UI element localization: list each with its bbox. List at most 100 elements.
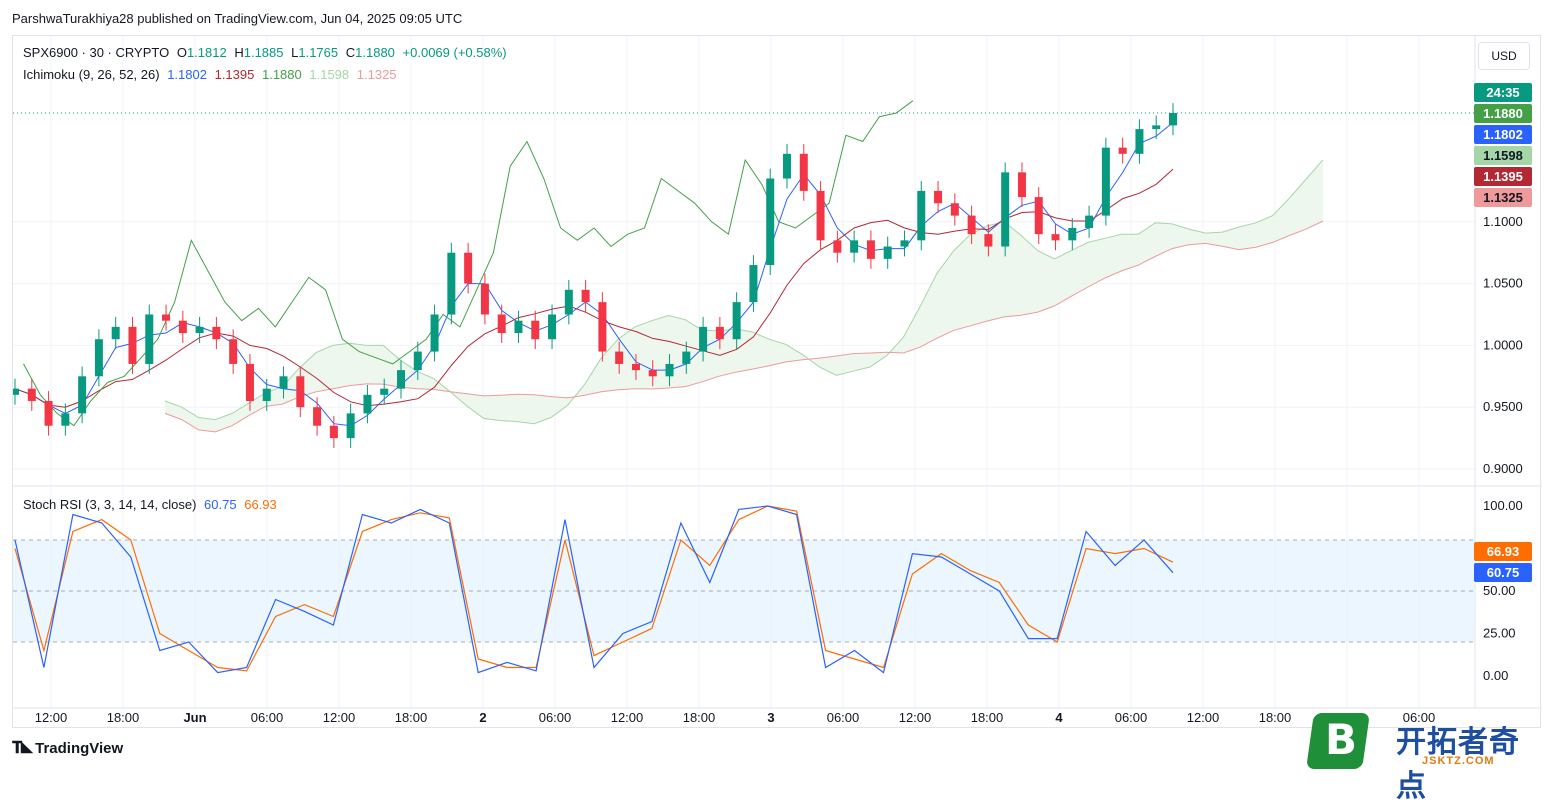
ichimoku-base-line: [14, 168, 1174, 408]
watermark-domain: JSKTZ.COM: [1422, 755, 1495, 767]
candle-body: [816, 190, 825, 241]
stoch-rsi-pane: [13, 505, 1475, 674]
price-tick-label: 1.0000: [1483, 337, 1523, 352]
candle-body: [833, 240, 842, 253]
tradingview-brand: TradingView: [35, 740, 124, 757]
candle-body: [1085, 215, 1094, 228]
ichimoku-label: Ichimoku (9, 26, 52, 26): [23, 67, 160, 82]
candle-body: [934, 190, 943, 204]
candle-body: [78, 376, 87, 414]
conversion-tag: 1.1802: [1474, 125, 1532, 144]
candle-body: [783, 153, 791, 179]
candle-body: [94, 339, 103, 377]
watermark: B 开拓者奇点 JSKTZ.COM: [1306, 713, 1550, 804]
candle-body: [1051, 234, 1060, 241]
price-tick-label: 0.9000: [1483, 461, 1523, 476]
candle-body: [413, 351, 422, 371]
currency-button[interactable]: USD: [1478, 42, 1530, 70]
open-value: 1.1812: [186, 45, 227, 60]
tradingview-logo[interactable]: 𝐓◣ TradingView: [12, 740, 123, 758]
candle-body: [866, 240, 875, 259]
candle-body: [245, 363, 254, 402]
candle-body: [615, 351, 624, 364]
time-tick-label: 18:00: [107, 710, 140, 725]
candle-body: [883, 246, 892, 259]
stoch-tick-label: 100.00: [1483, 498, 1523, 513]
time-tick-label: 06:00: [827, 710, 860, 725]
candle-body: [900, 240, 909, 247]
chart-canvas[interactable]: 1.10001.05001.00000.95000.9000100.0075.0…: [13, 36, 1542, 729]
candle-body: [715, 326, 724, 340]
close-value: 1.1880: [355, 45, 395, 60]
candle-body: [13, 388, 19, 395]
time-tick-label: 12:00: [35, 710, 68, 725]
candle-body: [296, 376, 305, 408]
price-tick-label: 1.1000: [1483, 214, 1523, 229]
candle-body: [464, 252, 473, 284]
candle-body: [766, 178, 775, 266]
candle-body: [363, 394, 372, 414]
ichimoku-span-b-value: 1.1325: [356, 67, 397, 82]
candle-body: [111, 326, 120, 340]
stoch-tick-label: 25.00: [1483, 626, 1516, 641]
candlestick-series: [13, 103, 1475, 448]
time-tick-label: 18:00: [971, 710, 1004, 725]
stoch-legend: Stoch RSI (3, 3, 14, 14, close) 60.75 66…: [23, 497, 281, 512]
stoch-label: Stoch RSI (3, 3, 14, 14, close): [23, 497, 197, 512]
time-tick-label: 18:00: [683, 710, 716, 725]
change-value: +0.0069 (+0.58%): [402, 45, 507, 60]
countdown-tag: 24:35: [1474, 83, 1532, 102]
candle-body: [262, 388, 271, 402]
ichimoku-lagging-value: 1.1880: [261, 67, 302, 82]
candle-body: [229, 339, 238, 364]
candle-body: [212, 326, 221, 340]
candle-body: [699, 326, 708, 352]
time-tick-label: 2: [479, 710, 486, 725]
price-tick-label: 0.9500: [1483, 399, 1523, 414]
open-label: O: [176, 45, 187, 60]
candle-body: [950, 203, 959, 216]
candle-body: [313, 407, 322, 426]
candle-body: [61, 413, 70, 426]
candle-body: [380, 388, 389, 395]
span-b-tag: 1.1325: [1474, 188, 1532, 207]
candle-body: [514, 320, 523, 334]
candle-body: [732, 302, 741, 340]
candle-body: [1001, 172, 1010, 247]
time-tick-label: 06:00: [539, 710, 572, 725]
ichimoku-span-a: [164, 159, 1324, 425]
candle-body: [279, 376, 288, 389]
candle-body: [1169, 113, 1177, 126]
time-tick-label: 12:00: [611, 710, 644, 725]
stoch-tick-label: 50.00: [1483, 583, 1516, 598]
candle-body: [548, 314, 557, 340]
time-tick-label: 06:00: [1115, 710, 1148, 725]
candle-body: [329, 425, 338, 439]
stoch-d-value: 66.93: [244, 497, 277, 512]
candle-body: [984, 234, 993, 247]
time-axis: 12:00 18:00 Jun 06:00 12:00 18:00 2 06:00 12:00 1…: [35, 710, 1436, 725]
candle-body: [430, 314, 439, 352]
candle-body: [128, 326, 137, 364]
time-tick-label: 18:00: [395, 710, 428, 725]
watermark-letter: B: [1325, 715, 1358, 764]
stoch-d-tag: 66.93: [1474, 542, 1532, 561]
candle-body: [44, 401, 53, 426]
candle-body: [1118, 147, 1127, 154]
close-label: C: [345, 45, 356, 60]
ichimoku-conversion-line: [14, 122, 1174, 427]
time-tick-label: 12:00: [323, 710, 356, 725]
stoch-k-line: [14, 505, 1174, 674]
candle-body: [581, 289, 590, 303]
candle-body: [480, 283, 489, 315]
ichimoku-span-a-value: 1.1598: [309, 67, 350, 82]
chart-frame[interactable]: 1.10001.05001.00000.95000.9000100.0075.0…: [12, 35, 1542, 729]
time-tick-label: 06:00: [1403, 710, 1436, 725]
high-value: 1.1885: [243, 45, 284, 60]
ichimoku-cloud: [164, 159, 1324, 433]
time-tick-label: 12:00: [1187, 710, 1220, 725]
candle-body: [967, 215, 976, 235]
candle-body: [178, 320, 187, 334]
ichimoku-lagging-line: [23, 100, 914, 427]
candle-body: [162, 314, 171, 321]
